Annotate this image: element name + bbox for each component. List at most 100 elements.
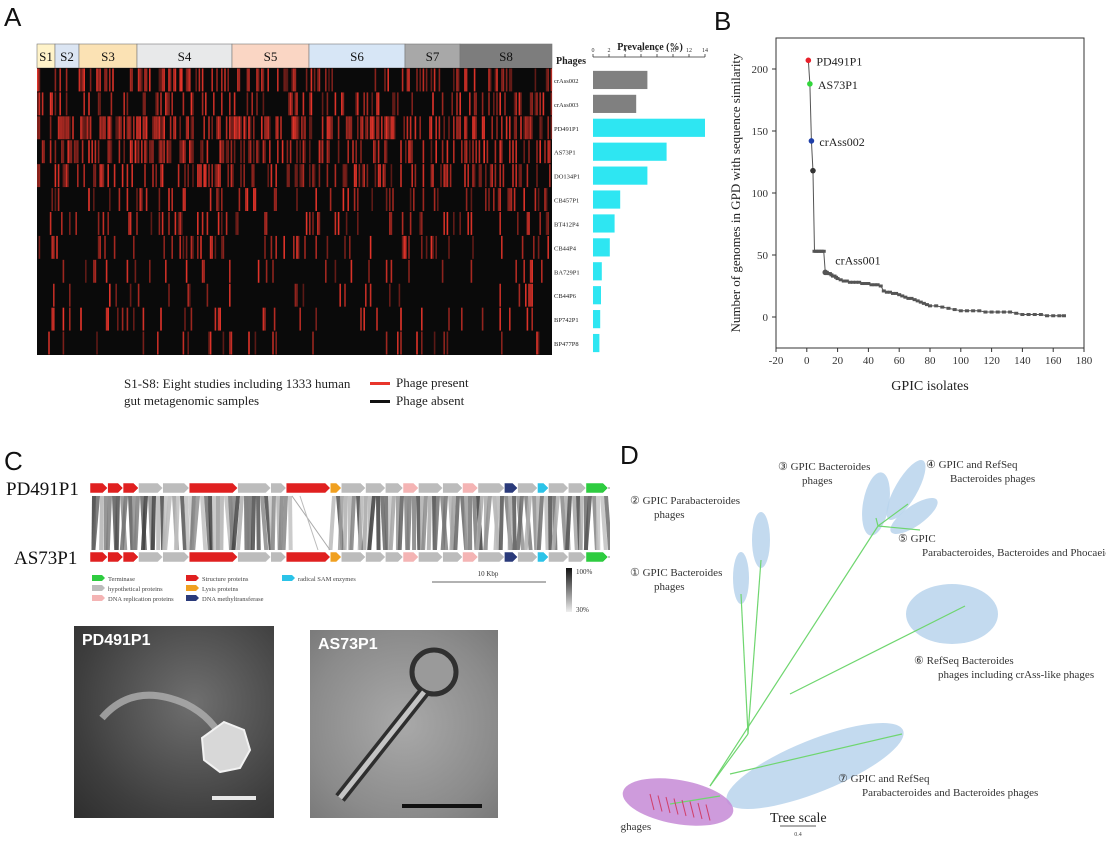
cell-present xyxy=(321,140,324,164)
cell-present xyxy=(430,235,433,259)
similarity-band xyxy=(572,496,579,550)
cell-present xyxy=(232,164,234,188)
cell-present xyxy=(457,116,460,140)
cell-present xyxy=(296,235,298,259)
cell-present xyxy=(520,92,522,116)
similarity-band xyxy=(337,496,344,550)
cell-present xyxy=(275,116,277,140)
prevalence-bar-bp742p1 xyxy=(593,310,601,329)
cell-present xyxy=(256,68,258,92)
phage-label-do134p1: DO134P1 xyxy=(554,174,580,181)
cell-present xyxy=(233,116,236,140)
cell-present xyxy=(475,116,477,140)
cell-present xyxy=(64,164,66,188)
phage-label-bp477p8: BP477P8 xyxy=(554,341,579,348)
highlight-point-crass002 xyxy=(808,138,815,144)
cell-present xyxy=(344,235,346,259)
phages-header: Phages xyxy=(556,56,586,67)
cell-present xyxy=(496,92,498,116)
cell-present xyxy=(313,68,316,92)
cell-present xyxy=(185,116,188,140)
cell-present xyxy=(155,116,157,140)
cell-present xyxy=(392,116,394,140)
cell-present xyxy=(57,188,60,211)
clade-label-6: ⑥ RefSeq Bacteroides phages including crA… xyxy=(914,655,1094,681)
data-point xyxy=(903,295,908,299)
similarity-band xyxy=(288,496,293,550)
study-label-s2: S2 xyxy=(60,49,74,64)
similarity-band xyxy=(367,496,376,550)
clade-label-line: Parabacteroides and Bacteroides phages xyxy=(862,787,1038,799)
pd491p1-track-gene xyxy=(548,482,569,494)
cell-present xyxy=(174,116,177,140)
cell-present xyxy=(217,212,220,235)
cell-present xyxy=(208,116,210,140)
cell-present xyxy=(240,164,242,188)
cell-present xyxy=(182,188,185,211)
as73p1-track-gene xyxy=(285,551,331,563)
cell-present xyxy=(366,164,369,188)
cell-present xyxy=(221,68,223,92)
cell-present xyxy=(536,164,538,188)
tree-scale-label: Tree scale xyxy=(770,811,827,826)
cell-present xyxy=(168,92,170,116)
cell-present xyxy=(142,116,145,140)
cell-present xyxy=(365,116,367,140)
cell-present xyxy=(53,307,55,331)
cell-present xyxy=(352,140,354,164)
cell-present xyxy=(179,140,181,164)
cell-present xyxy=(478,140,481,164)
cell-present xyxy=(88,92,90,116)
cell-present xyxy=(366,116,369,140)
cell-present xyxy=(539,116,541,140)
cell-present xyxy=(113,235,116,259)
data-point xyxy=(866,282,871,286)
cell-present xyxy=(489,68,492,92)
outgroup-leaf xyxy=(689,801,695,818)
cell-present xyxy=(83,68,85,92)
cell-present xyxy=(349,235,351,259)
clade-ellipse-6 xyxy=(906,584,998,644)
cell-present xyxy=(38,235,41,259)
cell-present xyxy=(165,92,167,116)
cell-present xyxy=(299,140,301,164)
cell-present xyxy=(189,68,191,92)
cell-present xyxy=(485,188,487,211)
cell-present xyxy=(304,140,306,164)
cell-present xyxy=(129,116,132,140)
cell-present xyxy=(443,331,445,355)
cell-present xyxy=(315,307,317,331)
data-point xyxy=(1026,313,1031,317)
cell-present xyxy=(221,212,223,235)
cell-present xyxy=(430,164,433,188)
cell-present xyxy=(238,68,241,92)
cell-present xyxy=(377,140,380,164)
cell-present xyxy=(201,259,204,283)
cell-present xyxy=(366,92,369,116)
cell-present xyxy=(326,140,329,164)
legend-present-label: Phage present xyxy=(396,375,469,390)
similarity-band xyxy=(133,496,140,550)
phage-label-cb457p1: CB457P1 xyxy=(554,198,579,205)
similarity-band xyxy=(388,496,396,550)
prevalence-bar-bp477p8 xyxy=(593,333,600,353)
cell-present xyxy=(104,68,106,92)
tree-branch xyxy=(877,503,909,527)
as73p1-track-gene xyxy=(402,551,419,563)
study-band-s4 xyxy=(136,43,233,69)
cell-present xyxy=(446,212,449,235)
similarity-band xyxy=(416,496,422,550)
cell-present xyxy=(472,140,474,164)
cell-present xyxy=(88,188,90,211)
similarity-band xyxy=(99,496,104,550)
pd491p1-track-gene xyxy=(385,482,404,494)
cell-present xyxy=(238,116,241,140)
data-point xyxy=(928,304,932,308)
similarity-band xyxy=(551,496,560,550)
cell-present xyxy=(294,68,297,92)
cell-present xyxy=(237,68,239,92)
similarity-band xyxy=(397,496,404,550)
cell-present xyxy=(441,259,444,283)
cell-present xyxy=(317,212,319,235)
cell-present xyxy=(109,116,111,140)
